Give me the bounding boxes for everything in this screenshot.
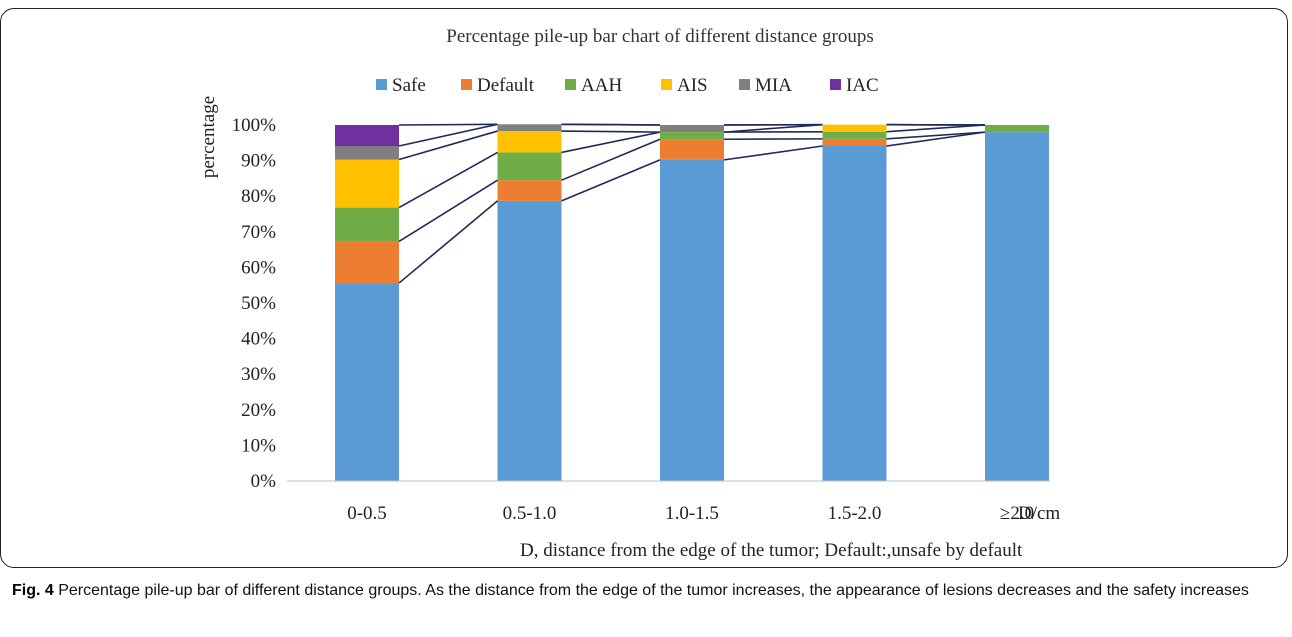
- y-axis-ticks: 0% 10% 20% 30% 40% 50% 60% 70% 80% 90% 100%: [232, 115, 277, 492]
- bar-segment-safe: [660, 159, 724, 481]
- bar-segment-mia: [497, 124, 562, 132]
- bar-segment-mia: [335, 146, 399, 160]
- legend-label: IAC: [846, 75, 879, 96]
- legend-label: AIS: [677, 75, 708, 96]
- legend-item-ais: AIS: [661, 75, 708, 96]
- bar-segment-safe: [335, 283, 399, 481]
- series-line: [886, 131, 986, 147]
- bar-segment-aah: [335, 207, 399, 242]
- legend-item-safe: Safe: [376, 75, 426, 96]
- y-tick-label: 100%: [232, 115, 277, 136]
- bar-segment-aah: [822, 131, 887, 139]
- caption-text: Percentage pile-up bar of different dist…: [58, 582, 1249, 599]
- series-line: [723, 145, 823, 161]
- x-axis-ticks: 0-0.5 0.5-1.0 1.0-1.5 1.5-2.0 ≥2.0: [347, 503, 1034, 524]
- series-line: [561, 159, 661, 202]
- legend-swatch: [565, 79, 576, 90]
- y-tick-label: 70%: [241, 222, 276, 243]
- bars: [335, 124, 1049, 481]
- legend-item-iac: IAC: [830, 75, 879, 96]
- y-tick-label: 90%: [241, 151, 276, 172]
- x-tick-label: 1.5-2.0: [828, 503, 882, 524]
- legend-item-aah: AAH: [565, 75, 622, 96]
- x-tick-label: ≥2.0: [1000, 503, 1034, 524]
- series-line: [723, 123, 823, 133]
- chart-svg: Percentage pile-up bar chart of differen…: [198, 26, 1060, 561]
- y-tick-label: 80%: [241, 186, 276, 207]
- figure-caption: Fig. 4 Percentage pile-up bar of differe…: [12, 578, 1262, 603]
- bar-segment-ais: [335, 159, 399, 208]
- legend-label: Safe: [392, 75, 426, 96]
- bar-segment-default: [335, 241, 399, 284]
- y-tick-label: 40%: [241, 329, 276, 350]
- chart-note: D, distance from the edge of the tumor; …: [520, 540, 1023, 561]
- series-line: [398, 123, 498, 126]
- legend-item-default: Default: [461, 75, 535, 96]
- bar-segment-iac: [335, 125, 399, 147]
- series-line: [561, 123, 661, 126]
- series-line: [398, 123, 498, 147]
- x-tick-label: 0.5-1.0: [503, 503, 557, 524]
- y-tick-label: 10%: [241, 435, 276, 456]
- bar-segment-aah: [660, 132, 724, 140]
- bar-segment-aah: [497, 152, 562, 181]
- chart: Percentage pile-up bar chart of differen…: [198, 26, 1060, 561]
- legend-swatch: [461, 79, 472, 90]
- bar-segment-default: [822, 138, 887, 147]
- y-tick-label: 50%: [241, 293, 276, 314]
- bar-segment-ais: [822, 124, 887, 132]
- legend-swatch: [739, 79, 750, 90]
- legend-label: AAH: [581, 75, 622, 96]
- chart-title: Percentage pile-up bar chart of differen…: [446, 26, 874, 47]
- bar-segment-default: [660, 139, 724, 160]
- bar-segment-safe: [822, 146, 887, 481]
- series-line: [398, 130, 498, 161]
- legend-label: Default: [477, 75, 535, 96]
- legend-label: MIA: [755, 75, 792, 96]
- y-axis-label: percentage: [198, 96, 219, 178]
- legend-swatch: [376, 79, 387, 90]
- caption-label: Fig. 4: [12, 582, 54, 599]
- bar-segment-default: [497, 180, 562, 201]
- legend-item-mia: MIA: [739, 75, 792, 96]
- bar-segment-mia: [660, 125, 724, 133]
- bar-segment-aah: [985, 125, 1049, 133]
- series-line: [561, 138, 661, 181]
- legend-swatch: [830, 79, 841, 90]
- series-line: [398, 151, 498, 209]
- series-line: [398, 200, 499, 284]
- y-tick-label: 20%: [241, 400, 276, 421]
- y-tick-label: 0%: [251, 471, 277, 492]
- series-line: [886, 124, 986, 133]
- bar-segment-safe: [497, 200, 562, 481]
- x-tick-label: 0-0.5: [347, 503, 387, 524]
- bar-segment-safe: [985, 132, 1049, 481]
- series-line: [561, 130, 661, 133]
- legend-swatch: [661, 79, 672, 90]
- y-tick-label: 60%: [241, 257, 276, 278]
- x-tick-label: 1.0-1.5: [665, 503, 719, 524]
- series-lines: [398, 123, 986, 284]
- bar-segment-ais: [497, 131, 562, 153]
- figure-frame: [0, 8, 1288, 568]
- series-line: [886, 131, 986, 140]
- x-axis-label: D/cm: [1018, 503, 1060, 524]
- series-line: [398, 179, 498, 243]
- legend: Safe Default AAH AIS MIA IAC: [376, 75, 879, 96]
- series-line: [561, 131, 661, 154]
- y-tick-label: 30%: [241, 364, 276, 385]
